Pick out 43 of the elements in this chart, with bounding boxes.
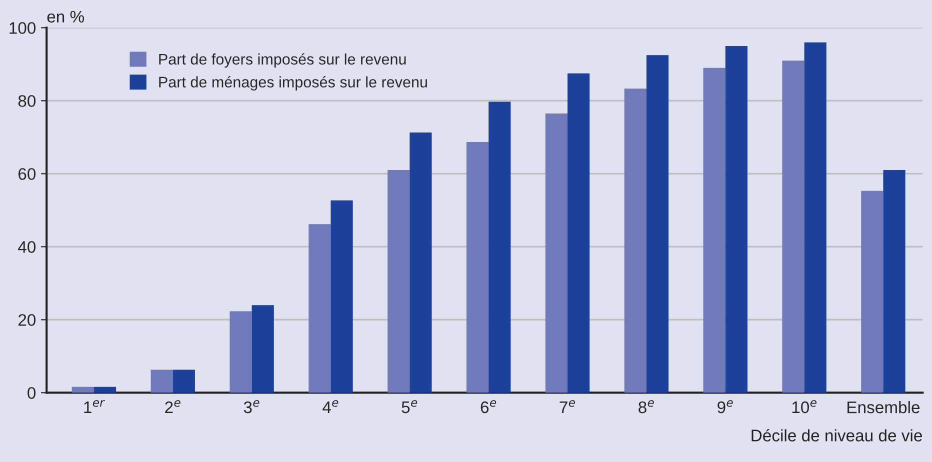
x-tick-label: 5$^{e}$	[402, 400, 418, 414]
bar	[883, 170, 906, 393]
bar	[172, 370, 195, 393]
bar	[308, 224, 331, 393]
y-tick-label: 40	[18, 241, 36, 253]
y-tick-label: 80	[18, 95, 36, 107]
x-tick-label: Ensemble	[848, 401, 920, 414]
bar	[230, 311, 252, 393]
x-tick-label: 4$^{e}$	[322, 400, 338, 414]
bar	[388, 170, 410, 393]
x-tick-label: 10$^{e}$	[792, 400, 816, 414]
x-tick-label: 7$^{e}$	[560, 400, 576, 414]
x-tick-label: 8$^{e}$	[638, 400, 654, 414]
x-axis-title: Décile de niveau de vie	[752, 429, 922, 442]
x-tick-label: 1$^{er}$	[84, 400, 105, 414]
bar	[725, 46, 748, 393]
bar	[94, 386, 116, 393]
bar	[150, 370, 173, 393]
x-tick-label: 9$^{e}$	[718, 400, 733, 414]
y-axis-title: en %	[47, 10, 84, 23]
bar	[782, 60, 804, 393]
bar	[72, 386, 94, 393]
bar	[861, 190, 884, 393]
bar	[703, 68, 726, 393]
y-tick-label: 20	[18, 314, 36, 326]
x-tick-label: 6$^{e}$	[480, 400, 496, 414]
bar	[545, 113, 568, 393]
y-tick-label: 0	[28, 387, 36, 399]
bar	[488, 102, 511, 393]
bar	[646, 55, 669, 393]
y-tick-label: 60	[18, 168, 36, 180]
x-tick-label: 2$^{e}$	[165, 400, 180, 414]
bar	[410, 132, 432, 393]
bar	[252, 305, 274, 393]
x-tick-label: 3$^{e}$	[244, 400, 260, 414]
bar	[466, 142, 489, 393]
y-tick-label: 100	[10, 22, 36, 34]
bar	[330, 200, 353, 393]
bar	[568, 73, 590, 393]
bar	[624, 88, 646, 393]
bar	[804, 42, 826, 393]
legend-label: Part de ménages imposés sur le revenu	[159, 76, 427, 91]
legend-label: Part de foyers imposés sur le revenu	[159, 53, 406, 68]
